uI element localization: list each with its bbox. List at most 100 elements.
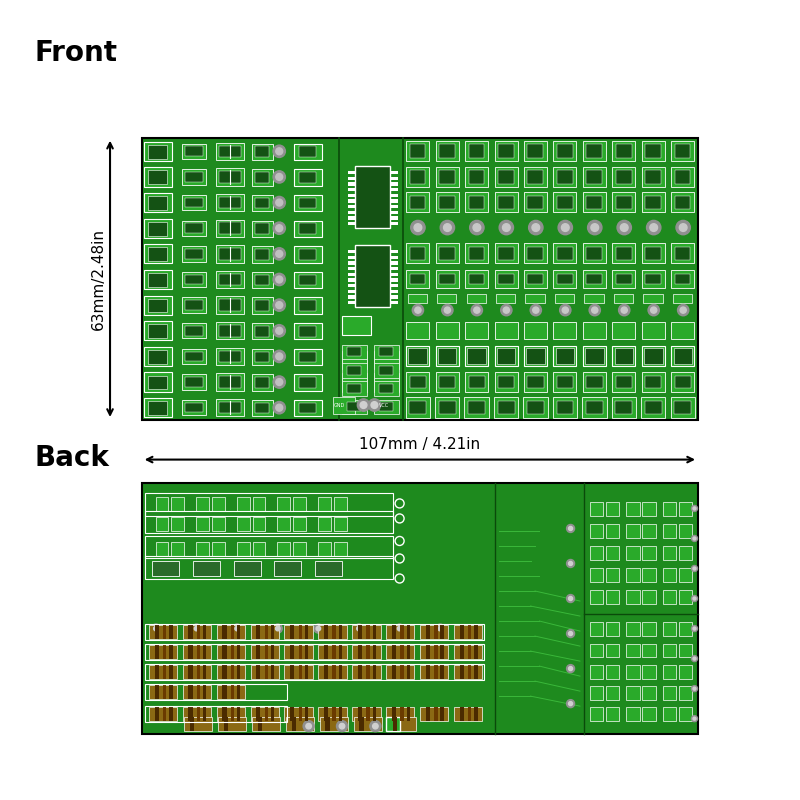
Bar: [255, 198, 270, 208]
Bar: [148, 375, 167, 390]
Circle shape: [591, 224, 598, 231]
Circle shape: [275, 626, 280, 631]
Bar: [469, 376, 485, 388]
Bar: [590, 568, 603, 582]
Bar: [347, 194, 355, 197]
Bar: [557, 274, 573, 284]
Circle shape: [566, 630, 574, 638]
Circle shape: [354, 624, 363, 633]
Bar: [435, 141, 458, 161]
Bar: [675, 247, 690, 261]
Bar: [406, 665, 410, 678]
Circle shape: [503, 307, 510, 314]
Bar: [626, 590, 640, 603]
Circle shape: [569, 631, 573, 635]
Bar: [299, 223, 317, 234]
Bar: [219, 274, 241, 286]
Bar: [333, 645, 336, 658]
Bar: [420, 707, 448, 721]
Bar: [255, 274, 270, 286]
Bar: [678, 707, 692, 721]
Bar: [590, 643, 603, 658]
Circle shape: [316, 626, 321, 631]
Bar: [219, 350, 241, 362]
Bar: [590, 665, 603, 678]
Bar: [294, 497, 306, 511]
Bar: [256, 645, 261, 658]
Bar: [435, 372, 458, 392]
Bar: [193, 561, 220, 576]
Bar: [527, 401, 544, 414]
Bar: [406, 645, 410, 658]
Bar: [155, 518, 168, 531]
Circle shape: [560, 305, 571, 316]
Bar: [216, 219, 244, 237]
Bar: [186, 378, 202, 387]
Bar: [410, 170, 426, 183]
Bar: [255, 326, 270, 337]
Bar: [400, 625, 404, 638]
Bar: [285, 625, 313, 638]
Bar: [294, 323, 322, 339]
Bar: [197, 665, 200, 678]
Bar: [190, 718, 194, 731]
Bar: [586, 144, 602, 158]
Bar: [186, 274, 202, 284]
Bar: [524, 322, 547, 339]
Bar: [524, 192, 547, 212]
Bar: [182, 298, 206, 313]
Bar: [646, 170, 661, 183]
Bar: [642, 372, 665, 392]
Bar: [674, 401, 691, 414]
Bar: [426, 665, 430, 678]
Bar: [358, 645, 362, 658]
Bar: [334, 518, 346, 531]
Bar: [606, 502, 619, 516]
Circle shape: [303, 721, 314, 732]
Bar: [678, 546, 692, 560]
Bar: [230, 707, 234, 721]
Bar: [366, 707, 370, 721]
Bar: [217, 625, 245, 638]
Bar: [163, 707, 166, 721]
Circle shape: [691, 566, 698, 571]
Bar: [366, 645, 370, 658]
Bar: [237, 542, 250, 556]
Bar: [189, 707, 193, 721]
Circle shape: [589, 305, 600, 316]
Bar: [467, 348, 486, 364]
Bar: [474, 665, 478, 678]
Bar: [333, 707, 336, 721]
Bar: [606, 707, 619, 721]
Bar: [583, 270, 606, 288]
Circle shape: [533, 307, 539, 314]
Bar: [642, 568, 656, 582]
Circle shape: [569, 702, 573, 706]
Bar: [182, 707, 211, 721]
Bar: [155, 542, 168, 556]
Bar: [203, 685, 206, 698]
Bar: [320, 718, 348, 731]
Bar: [586, 247, 602, 261]
Bar: [197, 625, 200, 638]
Bar: [613, 192, 635, 212]
Bar: [216, 297, 244, 314]
Bar: [583, 141, 606, 161]
Bar: [355, 245, 390, 307]
Bar: [524, 372, 547, 392]
Bar: [465, 243, 488, 263]
Bar: [626, 502, 640, 516]
Bar: [390, 194, 398, 197]
Circle shape: [566, 700, 574, 708]
Bar: [420, 645, 448, 658]
Bar: [426, 645, 430, 658]
Circle shape: [587, 220, 602, 234]
Bar: [216, 271, 244, 288]
Bar: [253, 518, 266, 531]
Bar: [154, 707, 158, 721]
Circle shape: [693, 537, 696, 540]
Circle shape: [273, 376, 286, 388]
Bar: [469, 144, 484, 158]
Bar: [144, 167, 172, 186]
Bar: [347, 284, 355, 287]
